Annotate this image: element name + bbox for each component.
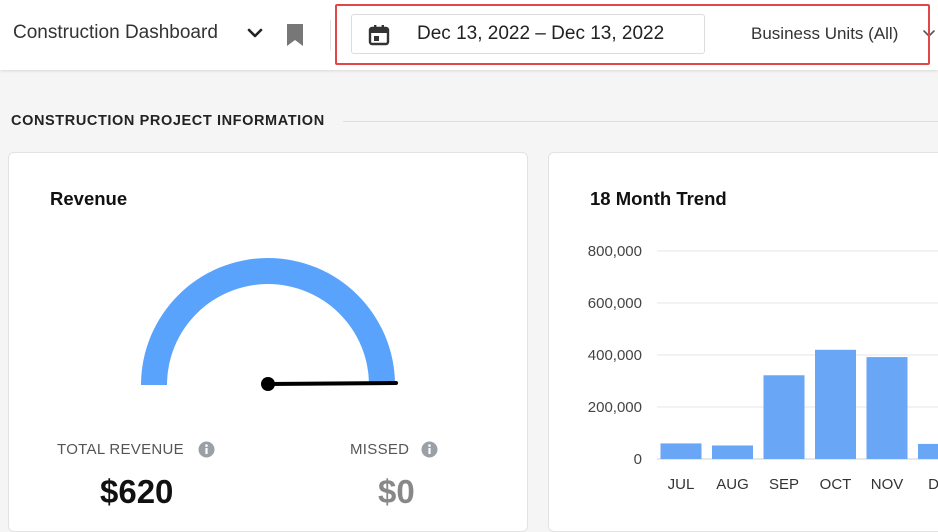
revenue-gauge [141,258,398,391]
business-units-filter[interactable]: Business Units (All) [751,24,899,43]
x-tick-label: JUL [668,476,695,493]
toolbar-divider [330,20,331,50]
bar-jul[interactable] [660,443,702,459]
total-revenue-value: $620 [100,473,174,510]
total-revenue-label: TOTAL REVENUE [57,441,184,458]
trend-title: 18 Month Trend [590,188,727,209]
highlight-box [335,4,930,65]
x-tick-label: NOV [871,476,904,493]
bar-de[interactable] [918,443,938,459]
gauge-needle [266,381,398,386]
y-tick-label: 0 [634,451,642,468]
revenue-title: Revenue [50,188,128,209]
info-icon[interactable] [421,441,438,458]
x-tick-label: OCT [820,476,852,493]
x-tick-label: AUG [716,476,749,493]
dashboard-title[interactable]: Construction Dashboard [13,22,218,43]
y-tick-label: 800,000 [588,243,642,260]
bar-sep[interactable] [763,375,805,459]
date-range-text: Dec 13, 2022 – Dec 13, 2022 [417,23,665,44]
calendar-icon [368,25,390,46]
y-tick-label: 200,000 [588,399,642,416]
top-bar: Construction Dashboard Dec 13, 2022 – De… [0,0,938,70]
bar-nov[interactable] [866,357,908,459]
missed-label: MISSED [350,441,410,458]
revenue-card: Revenue TOTAL REVENUE $620 MISSED $0 [8,152,528,532]
chevron-down-icon[interactable] [246,26,264,40]
x-tick-label: SEP [769,476,799,493]
section-title: CONSTRUCTION PROJECT INFORMATION [11,113,325,129]
gauge-arc [141,258,395,385]
trend-chart: 0 200,000 400,000 600,000 800,000 JUL AUG SEP OC… [588,243,938,493]
trend-card: 18 Month Trend 0 200,000 400,000 600,000 800… [548,152,938,532]
missed-value: $0 [378,473,415,510]
info-icon[interactable] [198,441,215,458]
x-tick-label: DE [928,476,938,493]
y-tick-label: 400,000 [588,347,642,364]
bar-oct[interactable] [815,349,856,459]
y-tick-label: 600,000 [588,295,642,312]
gauge-pivot [261,377,275,391]
date-range-picker[interactable]: Dec 13, 2022 – Dec 13, 2022 [351,14,705,54]
section-divider [343,121,938,122]
bookmark-icon[interactable] [285,23,305,47]
bar-aug[interactable] [712,445,753,459]
